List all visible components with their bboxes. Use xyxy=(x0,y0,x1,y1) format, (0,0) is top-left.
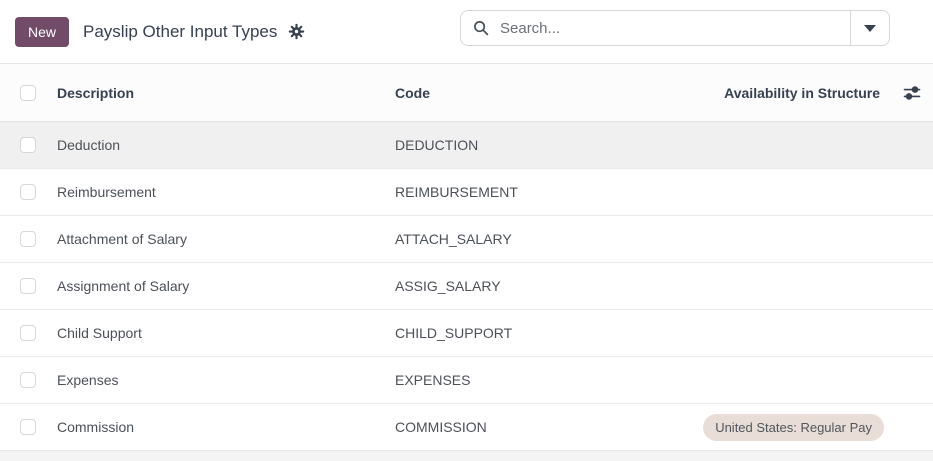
actions-menu-button[interactable] xyxy=(286,21,307,42)
row-code[interactable]: DEDUCTION xyxy=(395,137,479,153)
row-checkbox[interactable] xyxy=(20,137,36,153)
table-row[interactable]: Expenses EXPENSES xyxy=(0,357,933,404)
caret-down-icon xyxy=(864,24,876,32)
row-description[interactable]: Deduction xyxy=(57,137,121,153)
search-divider xyxy=(850,11,851,45)
row-checkbox[interactable] xyxy=(20,372,36,388)
row-description[interactable]: Attachment of Salary xyxy=(57,231,187,247)
row-checkbox[interactable] xyxy=(20,278,36,294)
search-icon xyxy=(473,20,489,36)
column-header-description[interactable]: Description xyxy=(57,84,135,101)
row-description[interactable]: Reimbursement xyxy=(57,184,156,200)
search-bar xyxy=(460,10,890,46)
row-description[interactable]: Expenses xyxy=(57,372,119,388)
list-view: Description Code Availability in Structu… xyxy=(0,64,933,461)
row-checkbox[interactable] xyxy=(20,325,36,341)
row-code[interactable]: COMMISSION xyxy=(395,419,487,435)
row-code[interactable]: ASSIG_SALARY xyxy=(395,278,501,294)
sliders-adjust-icon xyxy=(903,85,921,101)
row-checkbox[interactable] xyxy=(20,184,36,200)
table-row[interactable]: Reimbursement REIMBURSEMENT xyxy=(0,169,933,216)
availability-badge: United States: Regular Pay xyxy=(703,413,884,441)
row-checkbox[interactable] xyxy=(20,231,36,247)
row-description[interactable]: Commission xyxy=(57,419,135,435)
row-code[interactable]: EXPENSES xyxy=(395,372,471,388)
row-code[interactable]: REIMBURSEMENT xyxy=(395,184,518,200)
row-code[interactable]: CHILD_SUPPORT xyxy=(395,325,513,341)
table-row[interactable]: Child Support CHILD_SUPPORT xyxy=(0,310,933,357)
row-checkbox[interactable] xyxy=(20,419,36,435)
optional-columns-button[interactable] xyxy=(901,83,923,103)
table-header-row: Description Code Availability in Structu… xyxy=(0,64,933,122)
table-row[interactable]: Attachment of Salary ATTACH_SALARY xyxy=(0,216,933,263)
page-title: Payslip Other Input Types xyxy=(83,21,278,41)
column-header-availability[interactable]: Availability in Structure xyxy=(724,84,880,101)
control-panel: New Payslip Other Input Types xyxy=(0,0,933,64)
search-input[interactable] xyxy=(498,18,850,38)
column-header-code[interactable]: Code xyxy=(395,84,430,101)
bottom-strip xyxy=(0,451,933,461)
table-row[interactable]: Commission COMMISSION United States: Reg… xyxy=(0,404,933,451)
row-description[interactable]: Child Support xyxy=(57,325,142,341)
row-code[interactable]: ATTACH_SALARY xyxy=(395,231,512,247)
select-all-checkbox[interactable] xyxy=(20,84,36,101)
table-row[interactable]: Assignment of Salary ASSIG_SALARY xyxy=(0,263,933,310)
row-description[interactable]: Assignment of Salary xyxy=(57,278,190,294)
select-all-cell xyxy=(0,84,57,101)
search-options-toggle[interactable] xyxy=(851,11,889,45)
table-row[interactable]: Deduction DEDUCTION xyxy=(0,122,933,169)
gear-icon xyxy=(288,23,305,40)
new-button[interactable]: New xyxy=(15,16,70,47)
row-availability: United States: Regular Pay xyxy=(683,413,890,441)
optional-columns-cell xyxy=(890,83,933,103)
